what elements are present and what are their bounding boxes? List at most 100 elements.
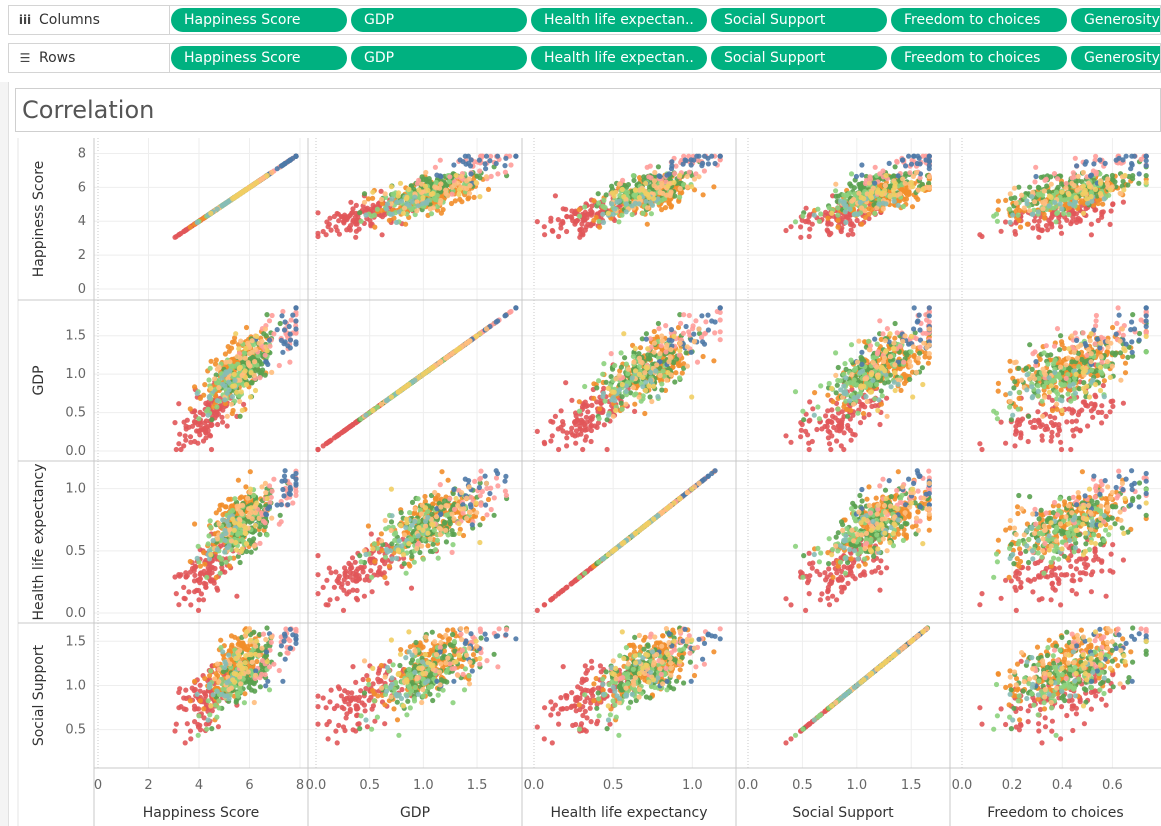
scatter-point xyxy=(684,363,691,369)
scatter-point xyxy=(1088,194,1094,200)
scatter-point xyxy=(825,215,831,221)
scatter-point xyxy=(831,424,837,430)
scatter-point xyxy=(233,331,239,337)
scatter-point xyxy=(814,426,820,433)
scatter-point xyxy=(668,327,675,333)
scatter-point xyxy=(1015,212,1021,218)
scatter-point xyxy=(200,438,207,444)
scatter-point xyxy=(173,446,179,453)
scatter-point xyxy=(1100,209,1106,215)
scatter-point xyxy=(883,201,889,207)
scatter-point xyxy=(1066,211,1072,218)
scatter-point xyxy=(208,358,214,364)
scatter-point xyxy=(642,370,648,376)
scatter-point xyxy=(473,179,479,186)
scatter-point xyxy=(438,181,444,187)
scatter-point xyxy=(637,345,644,351)
scatter-point xyxy=(198,426,204,432)
scatter-point xyxy=(645,346,651,352)
scatter-point xyxy=(717,317,723,323)
scatter-point xyxy=(712,160,718,167)
rows-shelf: ☰ Rows Happiness Score GDP Health life exp… xyxy=(8,43,1161,73)
columns-pills: Happiness Score GDP Health life expectan..… xyxy=(171,8,1160,32)
y-tick-label: 0.0 xyxy=(65,606,86,621)
rows-label: Rows xyxy=(39,50,76,66)
scatter-point xyxy=(341,220,347,226)
scatter-point xyxy=(926,184,932,190)
rows-pill-2[interactable]: Health life expectan.. xyxy=(531,46,707,70)
scatter-point xyxy=(264,348,270,354)
rows-pill-4[interactable]: Freedom to choices xyxy=(891,46,1067,70)
scatter-point xyxy=(616,219,622,225)
scatter-point xyxy=(513,153,519,159)
scatter-point xyxy=(443,183,449,189)
columns-pill-5[interactable]: Generosity xyxy=(1071,8,1160,32)
columns-pill-2[interactable]: Health life expectan.. xyxy=(531,8,707,32)
scatter-point xyxy=(187,434,194,440)
scatter-point xyxy=(437,185,443,191)
scatter-point xyxy=(1040,206,1046,212)
scatter-point xyxy=(414,199,420,205)
y-tick-label: 1.5 xyxy=(65,634,86,649)
scatter-point xyxy=(623,401,629,407)
scatter-point xyxy=(788,439,794,445)
scatter-point xyxy=(800,213,806,219)
scatter-point xyxy=(673,370,679,376)
scatter-point xyxy=(659,207,665,213)
scatter-point xyxy=(652,169,658,176)
scatter-point xyxy=(466,176,472,182)
columns-pill-3[interactable]: Social Support xyxy=(711,8,887,32)
scatter-point xyxy=(679,370,685,376)
scatter-point xyxy=(238,389,244,395)
scatter-point xyxy=(1122,172,1128,179)
rows-pill-0[interactable]: Happiness Score xyxy=(171,46,347,70)
scatter-point xyxy=(833,193,839,199)
scatter-point xyxy=(619,186,625,192)
columns-pill-4[interactable]: Freedom to choices xyxy=(891,8,1067,32)
scatter-point xyxy=(798,234,804,240)
scatter-point xyxy=(623,209,629,215)
scatter-point xyxy=(361,199,368,205)
scatter-point xyxy=(611,193,617,199)
scatter-point xyxy=(556,233,562,240)
scatter-point xyxy=(555,426,561,432)
scatter-point xyxy=(192,384,198,390)
scatter-point xyxy=(594,385,600,391)
scatter-point xyxy=(680,161,686,167)
scatter-point xyxy=(667,196,673,202)
scatter-point xyxy=(186,424,192,430)
columns-pill-1[interactable]: GDP xyxy=(351,8,527,32)
scatter-point xyxy=(926,163,932,169)
scatter-point xyxy=(1104,181,1110,187)
scatter-point xyxy=(806,446,812,453)
scatter-point xyxy=(363,412,369,418)
scatter-point xyxy=(254,333,260,339)
rows-pill-3[interactable]: Social Support xyxy=(711,46,887,70)
scatter-point xyxy=(995,198,1002,204)
scatter-point xyxy=(243,324,250,331)
side-panel-strip xyxy=(0,82,9,826)
scatter-point xyxy=(259,176,265,182)
scatter-point xyxy=(187,406,193,412)
rows-pill-1[interactable]: GDP xyxy=(351,46,527,70)
scatter-point xyxy=(563,206,569,212)
rows-pill-5[interactable]: Generosity xyxy=(1071,46,1160,70)
scatter-point xyxy=(676,198,682,204)
scatter-point xyxy=(448,200,455,207)
scatter-point xyxy=(624,189,631,195)
scatter-point xyxy=(851,211,858,217)
scatter-point xyxy=(815,206,821,212)
scatter-point xyxy=(648,369,654,376)
scatter-point xyxy=(623,201,630,207)
columns-pill-0[interactable]: Happiness Score xyxy=(171,8,347,32)
x-axis-label: Health life expectancy xyxy=(551,805,708,821)
scatter-point xyxy=(639,360,645,366)
scatter-point xyxy=(315,230,321,236)
scatter-point xyxy=(1080,210,1087,216)
scatter-point xyxy=(183,437,189,443)
scatter-point xyxy=(657,189,663,195)
scatter-point xyxy=(196,416,202,422)
scatter-point xyxy=(364,205,370,211)
scatter-point xyxy=(409,198,415,204)
scatter-point xyxy=(455,180,461,186)
